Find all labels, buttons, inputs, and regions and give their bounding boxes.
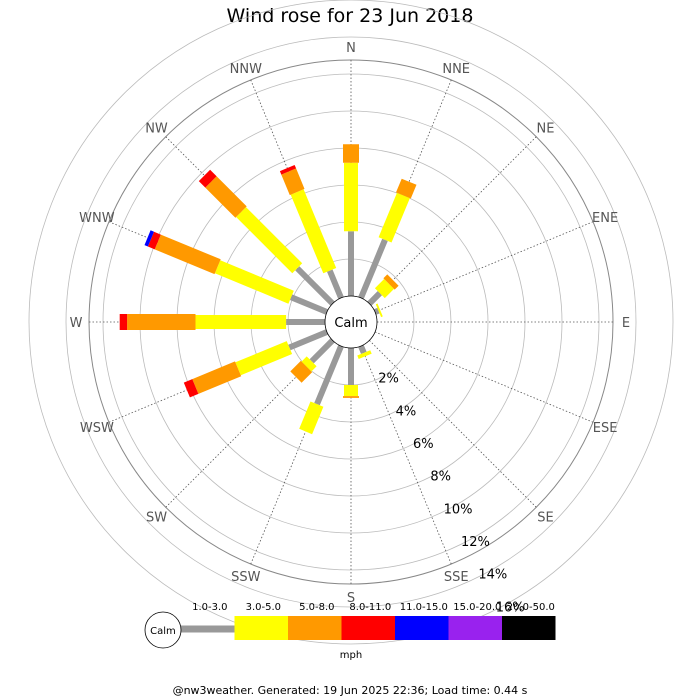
petal-nnw-bin-1 <box>290 189 337 274</box>
petal-w-bin-1 <box>195 315 287 329</box>
ring-label: 12% <box>461 535 490 550</box>
petal-nw-bin-0 <box>295 266 335 306</box>
petal-wsw-bin-3 <box>183 379 199 398</box>
legend-swatch-bin-4 <box>395 616 449 640</box>
chart-title: Wind rose for 23 Jun 2018 <box>226 5 474 27</box>
direction-label-nne: NNE <box>442 62 470 77</box>
petal-nnw-bin-0 <box>327 269 344 300</box>
direction-label-ese: ESE <box>593 421 618 436</box>
petal-sw-bin-2 <box>290 360 313 383</box>
legend-swatch-bin-6 <box>502 616 556 640</box>
petal-s-bin-2 <box>343 396 359 398</box>
direction-label-wsw: WSW <box>80 421 114 436</box>
petal-sw-bin-1 <box>301 356 317 372</box>
legend-swatch-bin-2 <box>288 616 342 640</box>
direction-label-n: N <box>346 41 356 56</box>
grid-ring <box>65 36 637 608</box>
direction-label-nnw: NNW <box>230 62 262 77</box>
direction-label-sw: SW <box>146 511 167 526</box>
direction-label-ssw: SSW <box>231 570 261 585</box>
petal-wnw-bin-3 <box>147 231 161 250</box>
legend-label-bin-2: 5.0-8.0 <box>299 602 334 613</box>
petal-nw-bin-2 <box>205 176 247 218</box>
calm-circle <box>324 295 378 349</box>
legend-swatch-bin-3 <box>341 616 395 640</box>
direction-label-ne: NE <box>537 122 555 137</box>
direction-label-se: SE <box>537 511 553 526</box>
direction-label-sse: SSE <box>444 570 469 585</box>
petal-wnw-bin-2 <box>154 234 221 275</box>
legend-calm-label: Calm <box>150 626 176 637</box>
legend-swatch-bin-0 <box>181 625 235 633</box>
direction-label-wnw: WNW <box>79 211 115 226</box>
spoke-sse <box>360 345 452 565</box>
petal-wsw-bin-2 <box>192 361 242 394</box>
legend-label-bin-3: 8.0-11.0 <box>349 602 391 613</box>
ring-label: 14% <box>478 568 507 583</box>
petal-wnw-bin-0 <box>289 294 329 315</box>
spoke-ese <box>374 331 594 423</box>
ring-label: 4% <box>396 404 417 419</box>
petal-wsw-bin-1 <box>235 341 293 376</box>
petal-ssw-bin-0 <box>314 344 344 406</box>
legend-label-bin-4: 11.0-15.0 <box>400 602 448 613</box>
petal-wnw-bin-4 <box>144 230 154 247</box>
petal-nne-bin-2 <box>396 178 417 199</box>
petal-layer <box>119 144 417 435</box>
calm-indicator: Calm <box>324 295 378 349</box>
direction-label-s: S <box>347 591 355 606</box>
legend-label-bin-0: 1.0-3.0 <box>192 602 227 613</box>
petal-s-bin-1 <box>344 385 358 397</box>
ring-label: 2% <box>378 372 399 387</box>
petal-s-bin-0 <box>348 348 354 385</box>
petal-nne-bin-1 <box>378 192 410 243</box>
footer-text: @nw3weather. Generated: 19 Jun 2025 22:3… <box>172 684 528 697</box>
petal-sse-bin-1 <box>357 350 372 359</box>
petal-ssw-bin-1 <box>299 401 324 435</box>
legend-calm-circle <box>144 611 182 649</box>
petal-ne-bin-0 <box>367 291 382 306</box>
speed-legend: 1.0-3.0 3.0-5.0 5.0-8.0 8.0-11.0 11.0-15.0 15… <box>144 602 556 661</box>
petal-n-bin-2 <box>343 144 359 163</box>
direction-label-e: E <box>622 316 630 331</box>
petal-nw-bin-1 <box>236 207 303 274</box>
legend-unit-label: mph <box>340 650 362 661</box>
petal-nnw-bin-3 <box>279 165 297 175</box>
ring-label: 8% <box>430 470 451 485</box>
petal-n-bin-0 <box>348 231 354 296</box>
direction-label-w: W <box>70 316 83 331</box>
ring-label: 10% <box>444 502 473 517</box>
legend-swatch-bin-5 <box>448 616 502 640</box>
petal-ne-bin-1 <box>374 279 394 299</box>
legend-label-bin-5: 15.0-20.0 <box>453 602 501 613</box>
petal-wnw-bin-1 <box>214 260 294 304</box>
legend-label-bin-6: 20.0-50.0 <box>507 602 555 613</box>
direction-label-nw: NW <box>145 122 168 137</box>
legend-swatch-bin-1 <box>234 616 288 640</box>
petal-nne-bin-0 <box>358 238 388 300</box>
grid-ring <box>28 0 674 645</box>
petal-w-bin-3 <box>119 314 128 330</box>
petal-ene-bin-0 <box>373 307 380 315</box>
spoke-ene <box>374 221 594 313</box>
petal-wsw-bin-0 <box>288 329 329 351</box>
petal-w-bin-2 <box>127 314 196 330</box>
petal-ne-bin-2 <box>383 274 399 290</box>
petal-nnw-bin-2 <box>281 168 305 196</box>
petal-n-bin-1 <box>344 162 358 232</box>
spoke-ne <box>369 136 537 304</box>
ring-label: 16% <box>496 600 525 615</box>
label-layer: N NNE NE ENE E ESE SE SSE S SSW SW WSW W WNW NW NNW 2% 4%… <box>70 41 631 615</box>
petal-sw-bin-0 <box>309 338 335 364</box>
petal-w-bin-0 <box>286 319 325 325</box>
petal-nw-bin-3 <box>198 169 217 188</box>
ring-label: 6% <box>413 437 434 452</box>
legend-label-bin-1: 3.0-5.0 <box>246 602 281 613</box>
petal-ene-bin-1 <box>375 303 383 318</box>
petal-sse-bin-0 <box>358 344 367 354</box>
spoke-se <box>369 340 537 508</box>
calm-label: Calm <box>334 316 367 331</box>
direction-label-ene: ENE <box>592 211 618 226</box>
